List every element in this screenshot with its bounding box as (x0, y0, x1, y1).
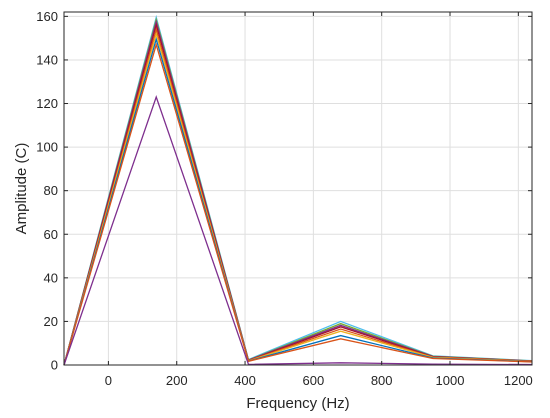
series-layer (63, 14, 533, 366)
series-line-3 (63, 19, 533, 366)
series-line-7 (63, 36, 533, 366)
x-tick-label: 1000 (436, 373, 465, 388)
grid-lines (64, 12, 532, 366)
y-tick-label: 40 (44, 270, 58, 285)
x-tick-label: 400 (234, 373, 256, 388)
series-line-8 (63, 42, 533, 366)
x-tick-label: 600 (303, 373, 325, 388)
y-tick-label: 0 (51, 358, 58, 373)
series-line-5 (63, 26, 533, 366)
series-line-4 (63, 22, 533, 366)
x-tick-label: 200 (166, 373, 188, 388)
plot-frame (63, 11, 533, 366)
y-tick-label: 120 (36, 96, 58, 111)
series-line-9 (63, 94, 533, 366)
y-tick-label: 140 (36, 52, 58, 67)
axis-ticks (64, 12, 532, 366)
x-axis-label: Frequency (Hz) (246, 395, 349, 412)
x-tick-labels: 0 200 400 600 800 1000 1200 (105, 373, 533, 388)
y-tick-labels: 0 20 40 60 80 100 120 140 160 (36, 9, 58, 373)
x-tick-label: 1200 (504, 373, 533, 388)
x-tick-label: 800 (371, 373, 393, 388)
y-tick-label: 160 (36, 9, 58, 24)
y-tick-label: 20 (44, 314, 58, 329)
series-line-2 (63, 17, 533, 366)
y-tick-label: 60 (44, 227, 58, 242)
y-tick-label: 100 (36, 140, 58, 155)
y-tick-label: 80 (44, 183, 58, 198)
series-line-6 (63, 31, 533, 366)
series-line-1 (63, 14, 533, 366)
x-tick-label: 0 (105, 373, 112, 388)
y-axis-label: Amplitude (C) (13, 143, 30, 235)
